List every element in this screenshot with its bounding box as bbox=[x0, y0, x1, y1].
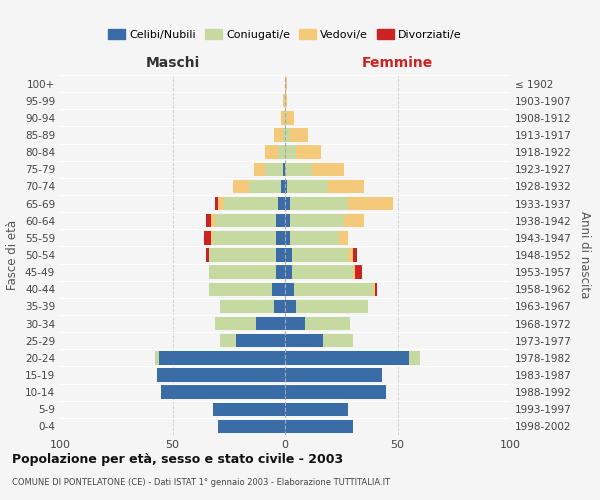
Bar bbox=[285, 266, 292, 279]
Bar bbox=[218, 420, 285, 433]
Bar bbox=[206, 214, 211, 228]
Bar bbox=[209, 266, 276, 279]
Bar bbox=[285, 386, 386, 399]
Y-axis label: Fasce di età: Fasce di età bbox=[7, 220, 19, 290]
Bar bbox=[278, 146, 285, 159]
Bar bbox=[290, 197, 348, 210]
Bar bbox=[285, 282, 294, 296]
Bar bbox=[206, 248, 209, 262]
Bar bbox=[285, 402, 348, 416]
Bar bbox=[323, 334, 353, 347]
Bar bbox=[254, 162, 265, 176]
Bar bbox=[353, 266, 355, 279]
Bar bbox=[220, 300, 274, 313]
Bar bbox=[296, 300, 368, 313]
Bar bbox=[271, 282, 285, 296]
Bar bbox=[276, 214, 285, 228]
Bar bbox=[285, 128, 290, 141]
Bar bbox=[285, 334, 323, 347]
Bar bbox=[283, 128, 285, 141]
Bar bbox=[283, 94, 285, 108]
Bar bbox=[348, 248, 353, 262]
Bar bbox=[285, 146, 296, 159]
Bar bbox=[265, 146, 278, 159]
Bar bbox=[276, 231, 285, 244]
Legend: Celibi/Nubili, Coniugati/e, Vedovi/e, Divorziati/e: Celibi/Nubili, Coniugati/e, Vedovi/e, Di… bbox=[104, 24, 466, 44]
Text: Femmine: Femmine bbox=[362, 56, 433, 70]
Bar bbox=[159, 351, 285, 364]
Bar bbox=[204, 231, 211, 244]
Bar bbox=[285, 351, 409, 364]
Y-axis label: Anni di nascita: Anni di nascita bbox=[578, 212, 591, 298]
Bar bbox=[224, 197, 278, 210]
Bar bbox=[292, 266, 353, 279]
Bar bbox=[161, 386, 285, 399]
Bar bbox=[157, 368, 285, 382]
Bar bbox=[211, 231, 213, 244]
Bar bbox=[220, 334, 235, 347]
Bar bbox=[285, 368, 382, 382]
Bar bbox=[215, 317, 256, 330]
Bar bbox=[287, 180, 328, 193]
Bar bbox=[305, 317, 350, 330]
Bar bbox=[355, 266, 361, 279]
Bar bbox=[290, 231, 339, 244]
Bar bbox=[285, 300, 296, 313]
Bar bbox=[343, 214, 364, 228]
Bar bbox=[283, 162, 285, 176]
Bar bbox=[290, 128, 308, 141]
Bar bbox=[373, 282, 375, 296]
Bar bbox=[409, 351, 420, 364]
Text: Popolazione per età, sesso e stato civile - 2003: Popolazione per età, sesso e stato civil… bbox=[12, 452, 343, 466]
Bar bbox=[215, 197, 218, 210]
Bar bbox=[375, 282, 377, 296]
Bar bbox=[312, 162, 343, 176]
Bar bbox=[155, 351, 159, 364]
Bar bbox=[235, 334, 285, 347]
Bar bbox=[290, 214, 343, 228]
Bar bbox=[353, 248, 357, 262]
Bar bbox=[292, 248, 348, 262]
Bar bbox=[285, 197, 290, 210]
Bar bbox=[281, 111, 285, 124]
Bar bbox=[285, 317, 305, 330]
Bar bbox=[285, 162, 312, 176]
Bar bbox=[285, 94, 287, 108]
Bar bbox=[218, 197, 224, 210]
Bar bbox=[249, 180, 281, 193]
Bar bbox=[213, 402, 285, 416]
Bar bbox=[209, 248, 276, 262]
Bar bbox=[285, 214, 290, 228]
Bar bbox=[213, 231, 276, 244]
Bar bbox=[285, 231, 290, 244]
Bar bbox=[276, 248, 285, 262]
Bar bbox=[285, 77, 287, 90]
Bar bbox=[285, 248, 292, 262]
Bar bbox=[211, 214, 215, 228]
Bar bbox=[256, 317, 285, 330]
Text: COMUNE DI PONTELATONE (CE) - Dati ISTAT 1° gennaio 2003 - Elaborazione TUTTITALI: COMUNE DI PONTELATONE (CE) - Dati ISTAT … bbox=[12, 478, 390, 487]
Bar bbox=[276, 266, 285, 279]
Bar bbox=[294, 282, 373, 296]
Bar bbox=[285, 180, 287, 193]
Bar bbox=[348, 197, 393, 210]
Bar bbox=[296, 146, 321, 159]
Bar bbox=[278, 197, 285, 210]
Bar bbox=[285, 420, 353, 433]
Bar bbox=[285, 111, 287, 124]
Bar bbox=[287, 111, 294, 124]
Bar bbox=[339, 231, 348, 244]
Bar bbox=[209, 282, 271, 296]
Bar bbox=[274, 300, 285, 313]
Bar bbox=[328, 180, 364, 193]
Bar bbox=[233, 180, 249, 193]
Bar bbox=[265, 162, 283, 176]
Bar bbox=[215, 214, 276, 228]
Bar bbox=[281, 180, 285, 193]
Text: Maschi: Maschi bbox=[145, 56, 200, 70]
Bar bbox=[274, 128, 283, 141]
